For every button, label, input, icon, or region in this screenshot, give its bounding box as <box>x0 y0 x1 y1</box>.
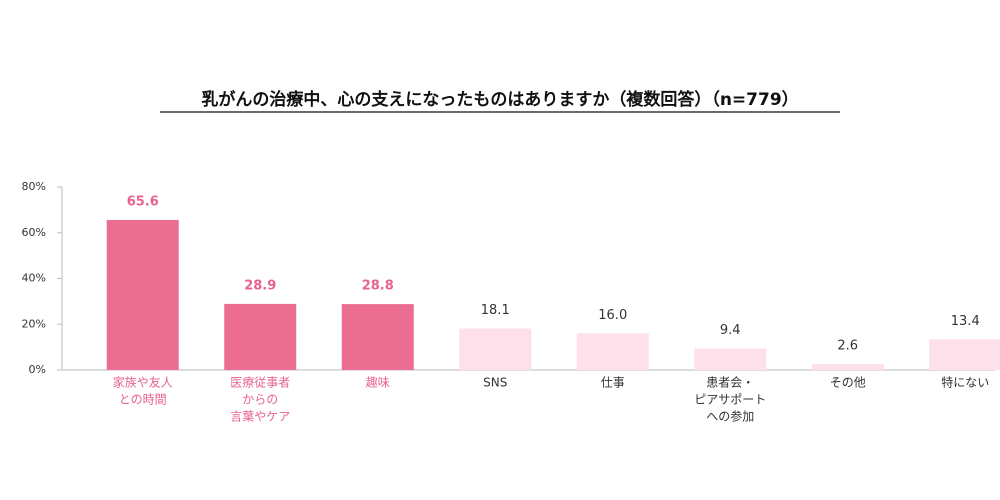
y-tick-label: 20% <box>22 317 46 330</box>
x-tick-label: 家族や友人 <box>113 375 173 390</box>
value-label: 16.0 <box>598 308 627 323</box>
chart-title: 乳がんの治療中、心の支えになったものはありますか（複数回答）（n=779） <box>201 89 798 110</box>
x-tick-label: SNS <box>483 376 507 390</box>
bar <box>459 328 532 370</box>
x-tick-label: ピアサポート <box>694 393 766 407</box>
x-tick-label: 趣味 <box>366 375 390 390</box>
y-tick-label: 80% <box>22 180 46 193</box>
value-label: 13.4 <box>951 314 980 329</box>
x-tick-label: 言葉やケア <box>230 410 290 424</box>
value-label: 65.6 <box>127 194 159 209</box>
x-tick-label: その他 <box>830 376 866 390</box>
x-tick-label: 仕事 <box>601 376 625 390</box>
bar <box>224 303 297 370</box>
x-tick-label: 医療従事者 <box>230 376 290 390</box>
value-label: 28.9 <box>244 278 276 293</box>
x-tick-label: との時間 <box>119 393 167 407</box>
x-tick-label: への参加 <box>706 409 754 424</box>
bar <box>811 364 884 370</box>
value-label: 2.6 <box>837 339 858 354</box>
value-label: 9.4 <box>720 323 741 338</box>
value-label: 28.8 <box>362 279 394 294</box>
bar <box>929 339 1000 370</box>
x-tick-label: からの <box>242 393 278 407</box>
bar <box>576 333 649 370</box>
x-tick-label: 患者会・ <box>706 376 754 390</box>
bar <box>341 304 414 370</box>
y-tick-label: 60% <box>22 226 46 239</box>
value-label: 18.1 <box>481 303 510 318</box>
bar <box>694 348 767 370</box>
bar <box>106 219 179 370</box>
x-tick-label: 特にない <box>941 375 989 390</box>
y-tick-label: 0% <box>29 363 46 376</box>
y-tick-label: 40% <box>22 272 46 285</box>
